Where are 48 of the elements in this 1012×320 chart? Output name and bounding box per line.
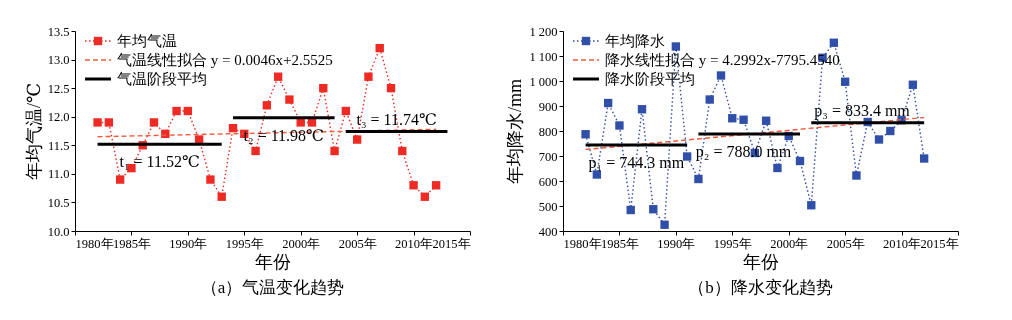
y-tick-label: 1 000 [529, 74, 558, 89]
annotation: t₃ = 11.74℃ [356, 110, 437, 128]
y-tick-label: 12.5 [47, 81, 70, 96]
y-tick-label: 11.5 [48, 138, 70, 153]
legend-label: 年均降水 [605, 33, 665, 49]
x-tick-label: 2000年 [770, 236, 809, 251]
legend-label: 年均气温 [117, 33, 177, 49]
x-tick-label: 1990年 [657, 236, 696, 251]
y-tick-label: 700 [538, 149, 558, 164]
x-tick-label: 2000年 [282, 236, 321, 251]
x-tick-label: 2005年 [826, 236, 865, 251]
x-tick-label: 1995年 [713, 236, 752, 251]
y-tick-label: 13.0 [47, 53, 70, 68]
y-tick-label: 400 [538, 224, 558, 239]
y-tick-label: 13.5 [47, 24, 70, 39]
legend-label: 降水阶段平均 [605, 71, 695, 87]
y-tick-label: 12.0 [47, 110, 70, 125]
x-tick-label: 1980年 [75, 236, 114, 251]
annotation: p₁ = 744.3 mm [588, 153, 685, 172]
legend-label: 降水线性拟合 y = 4.2992x-7795.4540 [605, 52, 840, 68]
x-tick-label: 2010年 [395, 236, 434, 251]
y-axis-title: 年均降水/mm [505, 78, 526, 185]
text: （a）气温变化趋势 [200, 277, 345, 297]
x-tick-label: 1995年 [225, 236, 264, 251]
legend-label: 气温线性拟合 y = 0.0046x+2.5525 [117, 52, 333, 68]
x-axis-title: 年份 [743, 252, 779, 272]
x-axis-title: 年份 [255, 252, 291, 272]
y-tick-label: 1 200 [529, 24, 558, 39]
x-tick-label: 1990年 [169, 236, 208, 251]
annotation: p₃ = 833.4 mm [814, 101, 911, 120]
x-tick-label: 2010年 [883, 236, 922, 251]
y-tick-label: 10.5 [47, 195, 70, 210]
y-tick-label: 900 [538, 99, 558, 114]
x-tick-label: 1980年 [563, 236, 602, 251]
y-tick-label: 600 [538, 174, 558, 189]
text: （b）降水变化趋势 [688, 277, 833, 297]
x-tick-label: 2015年 [432, 236, 471, 251]
x-tick-label: 2005年 [338, 236, 377, 251]
y-tick-label: 500 [538, 199, 558, 214]
y-tick-label: 1 100 [529, 49, 558, 64]
y-tick-label: 11.0 [48, 167, 70, 182]
annotation: t₁ = 11.52℃ [119, 153, 200, 171]
x-tick-label: 2015年 [920, 236, 959, 251]
y-tick-label: 800 [538, 124, 558, 139]
legend-label: 气温阶段平均 [117, 71, 207, 87]
y-tick-label: 10.0 [47, 224, 70, 239]
annotation: t₂ = 11.98℃ [243, 126, 324, 144]
y-axis-title: 年均气温/℃ [23, 82, 44, 181]
